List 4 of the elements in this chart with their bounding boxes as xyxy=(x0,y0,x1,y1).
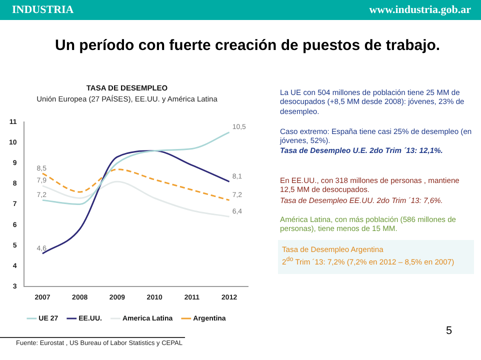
text: 5 xyxy=(446,325,452,339)
text: INDUSTRIA xyxy=(12,4,74,16)
text: www.industria.gob.ar xyxy=(369,4,471,16)
text: Un período con fuerte creación de puestos de trabajo. xyxy=(55,37,442,54)
